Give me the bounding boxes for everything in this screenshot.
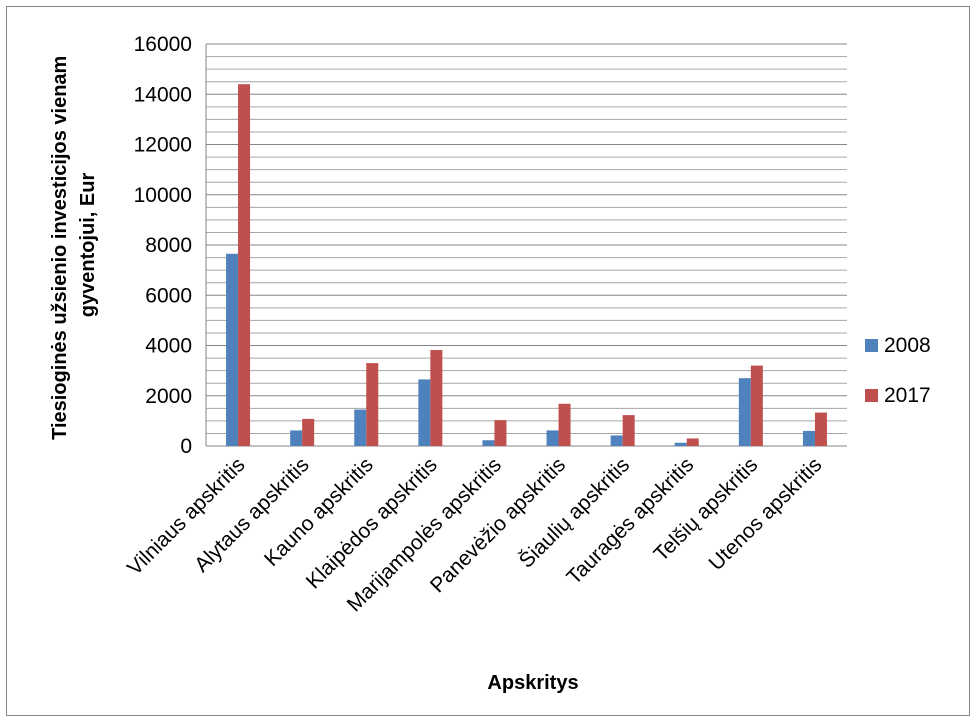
y-tick-label: 2000 (145, 385, 192, 408)
bar-2017-2 (302, 418, 315, 446)
bar-2017-8 (686, 438, 699, 446)
x-tick-label: Utenos apskritis (705, 453, 827, 575)
bar-chart: 0 2000 4000 6000 8000 10000 12000 14000 16000 Vi… (49, 33, 931, 694)
y-axis-title-line-1: Tiesioginės užsienio investicijos vienam (49, 56, 71, 440)
bar-2017-6 (558, 403, 571, 446)
bar-2017-5 (494, 420, 507, 446)
y-axis-title: Tiesioginės užsienio investicijos vienam… (49, 50, 99, 440)
bar-2008-7 (610, 435, 623, 446)
legend: 2008 2017 (865, 334, 931, 407)
bar-2008-1 (226, 253, 239, 446)
y-tick-labels: 0 2000 4000 6000 8000 10000 12000 14000 16000 (134, 33, 192, 458)
x-tick-label: Alytaus apskritis (190, 453, 314, 577)
bar-2017-4 (430, 350, 443, 446)
y-tick-label: 6000 (145, 284, 192, 307)
x-axis-title: Apskritys (487, 672, 578, 694)
bars (226, 84, 827, 446)
legend-swatch-2017 (865, 389, 878, 402)
bar-2017-3 (366, 363, 379, 446)
y-tick-label: 4000 (145, 335, 192, 358)
chart-frame: 0 2000 4000 6000 8000 10000 12000 14000 16000 Vi… (6, 6, 970, 716)
y-tick-label: 12000 (134, 134, 192, 157)
bar-2008-9 (738, 378, 751, 446)
bar-2008-6 (546, 430, 559, 446)
y-tick-label: 0 (180, 435, 192, 458)
y-tick-label: 8000 (145, 234, 192, 257)
legend-label-2008: 2008 (884, 334, 931, 357)
bar-2017-10 (814, 412, 827, 446)
bar-2008-3 (354, 409, 367, 446)
legend-swatch-2008 (865, 339, 878, 352)
bar-2008-8 (674, 442, 687, 446)
bar-2008-10 (802, 430, 815, 446)
bar-2017-9 (750, 365, 763, 446)
x-tick-label: Vilniaus apskritis (123, 453, 250, 580)
y-tick-label: 14000 (134, 83, 192, 106)
bar-2017-1 (238, 84, 251, 446)
y-axis-title-line-2: gyventojui, Eur (77, 173, 99, 318)
x-tick-label: Šiaulių apskritis (515, 453, 634, 572)
bar-2008-5 (482, 440, 495, 446)
y-tick-label: 10000 (134, 184, 192, 207)
bar-2008-4 (418, 379, 431, 446)
y-tick-label: 16000 (134, 33, 192, 56)
x-tick-label: Kauno apskritis (260, 453, 378, 571)
bar-2008-2 (290, 430, 303, 446)
legend-label-2017: 2017 (884, 384, 931, 407)
bar-2017-7 (622, 415, 635, 446)
gridlines (205, 43, 847, 447)
